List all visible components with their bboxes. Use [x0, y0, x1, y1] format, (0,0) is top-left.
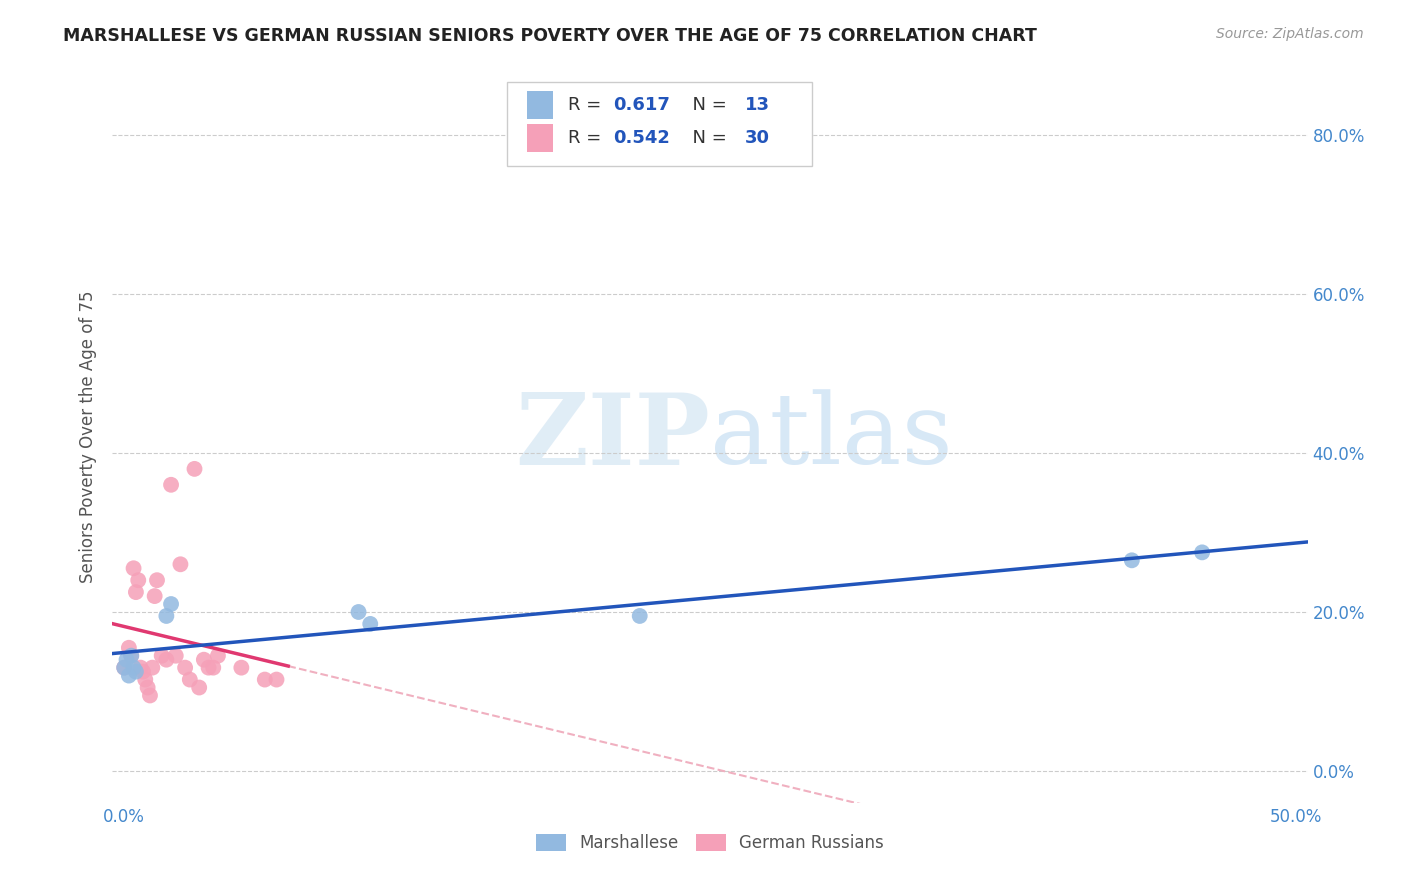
Text: 0.617: 0.617 [613, 96, 671, 114]
Point [139, 689, 162, 703]
Text: N =: N = [682, 129, 733, 147]
Point [125, 585, 148, 599]
Legend: Marshallese, German Russians: Marshallese, German Russians [529, 825, 891, 860]
Point [143, 589, 166, 603]
Point [141, 660, 163, 674]
Point [122, 660, 145, 674]
Point [132, 665, 155, 679]
Text: N =: N = [682, 96, 733, 114]
Text: ZIP: ZIP [515, 389, 710, 485]
Text: Source: ZipAtlas.com: Source: ZipAtlas.com [1216, 27, 1364, 41]
Point [169, 558, 191, 572]
Point [155, 653, 177, 667]
Point [160, 597, 183, 611]
Point [174, 660, 197, 674]
Point [179, 673, 201, 687]
FancyBboxPatch shape [527, 124, 554, 152]
Text: atlas: atlas [710, 389, 953, 485]
Point [129, 660, 152, 674]
Point [347, 605, 370, 619]
Point [165, 648, 187, 663]
Point [136, 681, 159, 695]
Point [160, 477, 183, 491]
Y-axis label: Seniors Poverty Over the Age of 75: Seniors Poverty Over the Age of 75 [79, 291, 97, 583]
Point [202, 660, 225, 674]
Point [112, 660, 135, 674]
Point [120, 648, 142, 663]
Point [266, 673, 288, 687]
FancyBboxPatch shape [508, 82, 811, 167]
Point [1121, 553, 1143, 567]
Text: MARSHALLESE VS GERMAN RUSSIAN SENIORS POVERTY OVER THE AGE OF 75 CORRELATION CHA: MARSHALLESE VS GERMAN RUSSIAN SENIORS PO… [63, 27, 1038, 45]
FancyBboxPatch shape [527, 91, 554, 119]
Text: 30: 30 [745, 129, 769, 147]
Text: R =: R = [568, 129, 607, 147]
Point [197, 660, 219, 674]
Point [146, 573, 169, 587]
Point [628, 609, 651, 624]
Point [125, 665, 148, 679]
Point [112, 660, 135, 674]
Text: 13: 13 [745, 96, 769, 114]
Point [188, 681, 211, 695]
Point [127, 573, 149, 587]
Point [155, 609, 177, 624]
Point [207, 648, 229, 663]
Point [150, 648, 173, 663]
Point [253, 673, 276, 687]
Point [134, 673, 156, 687]
Text: 0.542: 0.542 [613, 129, 671, 147]
Text: R =: R = [568, 96, 607, 114]
Point [118, 668, 141, 682]
Point [120, 648, 142, 663]
Point [231, 660, 253, 674]
Point [1191, 545, 1213, 559]
Point [122, 561, 145, 575]
Point [193, 653, 215, 667]
Point [118, 640, 141, 655]
Point [183, 462, 205, 476]
Point [359, 616, 381, 631]
Point [115, 653, 138, 667]
